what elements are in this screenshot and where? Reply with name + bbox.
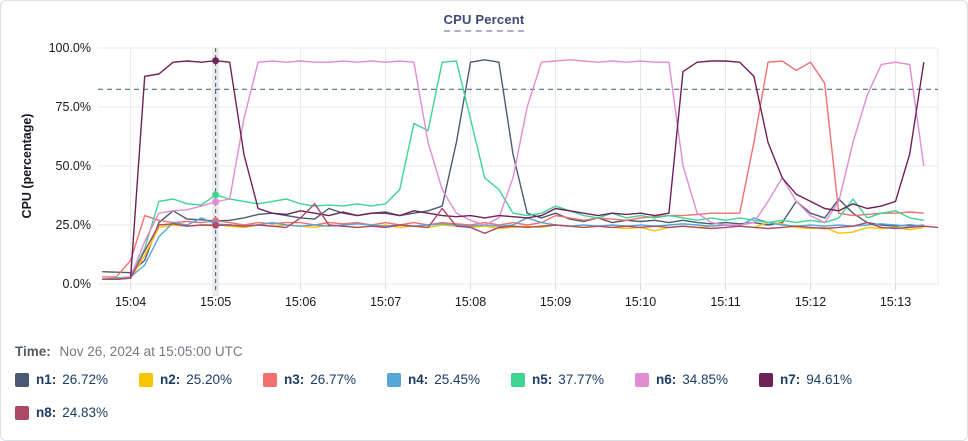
legend-label: n4:	[408, 372, 429, 387]
x-tick-label: 15:07	[370, 295, 401, 309]
crosshair-band	[212, 48, 220, 296]
cursor-dot-n6	[212, 198, 220, 206]
x-tick-label: 15:10	[625, 295, 656, 309]
series-line-n8	[102, 203, 939, 281]
x-tick-label: 15:06	[285, 295, 316, 309]
y-axis-title: CPU (percentage)	[20, 114, 34, 219]
x-tick-label: 15:11	[710, 295, 740, 309]
cursor-dot-n8	[212, 222, 220, 229]
x-tick-label: 15:08	[455, 295, 486, 309]
series-line-n1	[102, 59, 924, 274]
n6-swatch-icon	[635, 372, 649, 387]
legend-row-1: n1: 26.72% n2: 25.20% n3: 26.77% n4: 25.…	[15, 372, 883, 387]
legend-item-n6[interactable]: n6: 34.85%	[635, 372, 759, 387]
x-tick-label: 15:04	[115, 295, 146, 309]
x-tick-label: 15:09	[540, 295, 571, 309]
legend-label: n7:	[780, 372, 801, 387]
y-tick-label: 100.0%	[49, 41, 91, 55]
y-tick-label: 25.0%	[56, 218, 91, 232]
cpu-percent-chart[interactable]: 100.0% 75.0% 50.0% 25.0% 0.0% 15:04 15:05 15:06…	[1, 35, 968, 317]
legend-item-n2[interactable]: n2: 25.20%	[139, 372, 263, 387]
chart-title-wrap: CPU Percent	[1, 11, 967, 32]
series-line-n7	[102, 60, 925, 281]
series-line-n3	[102, 60, 924, 278]
legend-value: 26.72%	[62, 372, 109, 387]
legend-label: n5:	[532, 372, 553, 387]
cursor-dot-n5	[212, 191, 220, 199]
legend-row-2: n8: 24.83%	[15, 405, 139, 420]
n5-swatch-icon	[511, 372, 525, 387]
legend-item-n1[interactable]: n1: 26.72%	[15, 372, 139, 387]
cursor-time-row: Time: Nov 26, 2024 at 15:05:00 UTC	[15, 344, 243, 359]
n8-swatch-icon	[15, 405, 29, 420]
legend-label: n6:	[656, 372, 677, 387]
legend-value: 34.85%	[682, 372, 729, 387]
y-tick-label: 50.0%	[56, 159, 91, 173]
legend-value: 26.77%	[310, 372, 357, 387]
chart-title[interactable]: CPU Percent	[443, 12, 525, 32]
legend-item-n7[interactable]: n7: 94.61%	[759, 372, 883, 387]
legend-label: n1:	[36, 372, 57, 387]
time-value: Nov 26, 2024 at 15:05:00 UTC	[59, 344, 243, 359]
y-tick-label: 75.0%	[56, 100, 91, 114]
n1-swatch-icon	[15, 372, 29, 387]
legend-label: n2:	[160, 372, 181, 387]
series-line-n2	[102, 221, 924, 281]
n3-swatch-icon	[263, 372, 277, 387]
series-line-n6	[102, 59, 925, 281]
time-label: Time:	[15, 344, 51, 359]
n7-swatch-icon	[759, 372, 773, 387]
legend-item-n4[interactable]: n4: 25.45%	[387, 372, 511, 387]
legend-value: 24.83%	[62, 405, 109, 420]
n2-swatch-icon	[139, 372, 153, 387]
legend-item-n8[interactable]: n8: 24.83%	[15, 405, 139, 420]
legend-label: n8:	[36, 405, 57, 420]
x-tick-label: 15:05	[200, 295, 231, 309]
x-tick-label: 15:12	[795, 295, 826, 309]
legend-value: 37.77%	[558, 372, 605, 387]
y-tick-label: 0.0%	[63, 277, 92, 291]
legend-item-n5[interactable]: n5: 37.77%	[511, 372, 635, 387]
n4-swatch-icon	[387, 372, 401, 387]
series-line-n5	[102, 60, 924, 280]
cursor-dot-n7	[212, 57, 220, 65]
legend-value: 25.45%	[434, 372, 481, 387]
legend-value: 25.20%	[186, 372, 233, 387]
legend-item-n3[interactable]: n3: 26.77%	[263, 372, 387, 387]
x-tick-label: 15:13	[880, 295, 911, 309]
legend-label: n3:	[284, 372, 305, 387]
legend-value: 94.61%	[806, 372, 853, 387]
